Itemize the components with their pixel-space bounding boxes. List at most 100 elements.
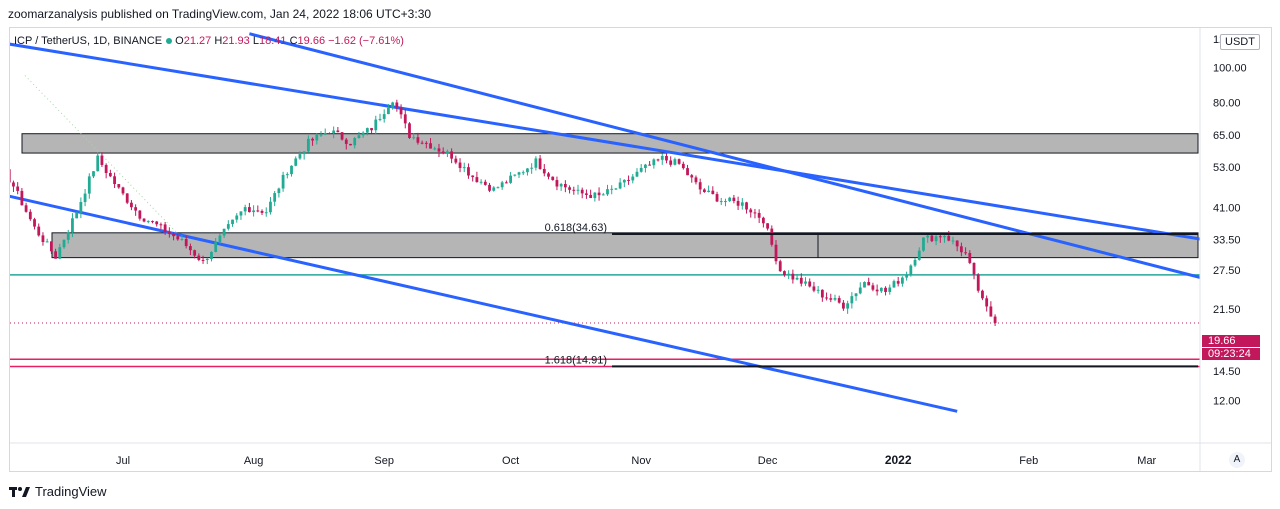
candle xyxy=(66,229,70,244)
candle-body xyxy=(976,274,980,291)
candle xyxy=(812,281,816,293)
candle xyxy=(509,171,512,184)
candle-body xyxy=(745,202,748,210)
candle xyxy=(500,180,504,190)
candle xyxy=(336,126,340,133)
candle xyxy=(323,128,327,136)
candle xyxy=(273,190,277,207)
candle-body xyxy=(698,182,702,190)
candle xyxy=(892,279,896,288)
currency-unit-button[interactable]: USDT xyxy=(1220,34,1260,50)
candle-body xyxy=(707,190,711,193)
candle-body xyxy=(75,212,79,219)
tradingview-logo-icon xyxy=(9,486,30,497)
price-tick-label: 41.00 xyxy=(1213,203,1241,215)
candle-body xyxy=(28,211,32,220)
candle-body xyxy=(83,193,87,203)
time-tick-label: 2022 xyxy=(885,453,912,467)
time-tick-label: Jul xyxy=(116,455,130,467)
candle xyxy=(302,151,306,160)
candle xyxy=(197,253,201,262)
candle-body xyxy=(184,238,188,247)
candle-body xyxy=(256,210,260,212)
candle-body xyxy=(770,228,774,245)
candle-body xyxy=(412,137,416,139)
candle-body xyxy=(652,159,656,166)
brand-name: TradingView xyxy=(35,484,107,499)
candle-body xyxy=(500,182,504,188)
candle-body xyxy=(201,259,205,261)
candle-body xyxy=(87,176,91,194)
candle xyxy=(555,176,559,191)
candle xyxy=(618,178,622,190)
candle xyxy=(631,173,635,184)
candle-body xyxy=(644,164,647,168)
candle xyxy=(62,239,66,249)
candle-body xyxy=(374,119,378,131)
candle xyxy=(344,137,348,150)
candle xyxy=(408,122,411,139)
candle xyxy=(825,292,828,301)
candle-body xyxy=(281,174,285,189)
candle xyxy=(12,180,15,192)
candle xyxy=(677,158,681,165)
candle-body xyxy=(816,289,820,291)
candle-body xyxy=(875,289,879,292)
candle-body xyxy=(155,221,159,225)
price-tick-label: 65.00 xyxy=(1213,130,1241,142)
candle xyxy=(264,207,268,217)
candle xyxy=(290,165,293,177)
candle-body xyxy=(504,182,508,184)
candle xyxy=(33,217,36,230)
bar-countdown: 09:23:24 xyxy=(1202,348,1260,360)
auto-scale-button[interactable]: A xyxy=(1229,452,1245,468)
candle-body xyxy=(656,159,660,161)
candle xyxy=(854,293,858,301)
candle xyxy=(370,127,373,134)
fib-level-label: 0.618(34.63) xyxy=(545,222,607,234)
candle xyxy=(530,163,534,174)
candle xyxy=(681,161,685,170)
candle-body xyxy=(302,151,306,155)
candle-body xyxy=(20,190,24,206)
candle-body xyxy=(559,184,563,187)
candle-body xyxy=(639,167,643,172)
candle xyxy=(281,171,285,192)
candle-body xyxy=(787,273,791,276)
candle xyxy=(0,158,2,165)
symbol-legend[interactable]: ICP / TetherUS, 1D, BINANCE O21.27 H21.93… xyxy=(14,35,404,47)
candle-body xyxy=(563,184,567,188)
candle xyxy=(989,301,993,317)
candle xyxy=(947,230,951,242)
candle-body xyxy=(517,172,521,175)
candle xyxy=(846,300,850,314)
price-tick-label: 27.50 xyxy=(1213,265,1241,277)
candle-body xyxy=(125,193,129,203)
candle-body xyxy=(496,187,500,189)
candle-body xyxy=(12,182,15,187)
candle xyxy=(113,172,116,188)
candle xyxy=(252,205,256,217)
candle-body xyxy=(538,158,542,169)
candle xyxy=(71,213,74,238)
candle-body xyxy=(231,219,234,225)
candle xyxy=(719,197,723,206)
candle-body xyxy=(627,179,630,181)
candle xyxy=(698,178,702,195)
candle-body xyxy=(740,202,744,206)
candle-body xyxy=(555,180,559,187)
candle xyxy=(125,193,129,205)
candle-body xyxy=(896,281,900,284)
candle-body xyxy=(972,262,976,275)
candle xyxy=(879,287,883,294)
candle-body xyxy=(981,290,984,299)
candle-body xyxy=(766,223,769,229)
candle xyxy=(711,186,715,195)
candle xyxy=(201,255,205,264)
candle-body xyxy=(264,212,268,214)
candle xyxy=(563,180,567,193)
candle-body xyxy=(151,221,154,223)
candle xyxy=(778,259,782,272)
candle xyxy=(403,109,407,129)
